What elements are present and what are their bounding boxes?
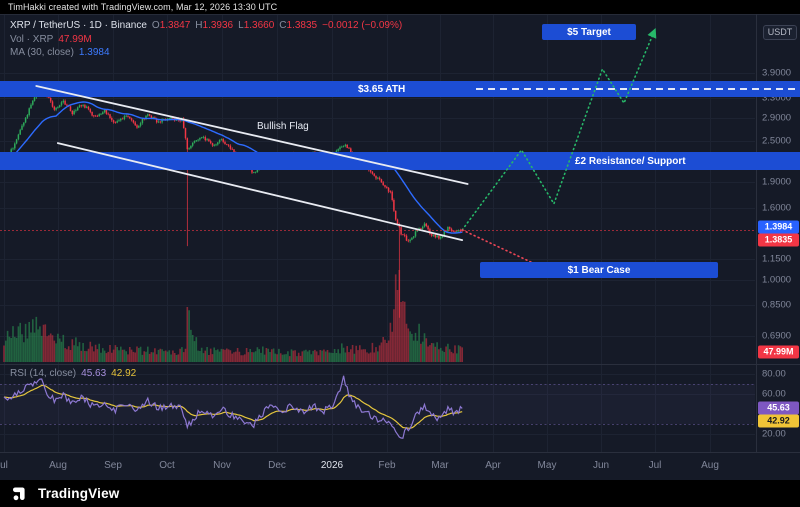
price-axis-label: 3.3000 <box>762 92 792 104</box>
symbol-title[interactable]: XRP / TetherUS · 1D · Binance <box>10 20 147 31</box>
time-axis-label: Aug <box>701 460 719 471</box>
target-label[interactable]: $5 Target <box>542 24 636 40</box>
bear-case-label[interactable]: $1 Bear Case <box>480 262 718 278</box>
legend: XRP / TetherUS · 1D · Binance O1.3847 H1.3… <box>10 19 402 60</box>
ma-row[interactable]: MA (30, close) 1.3984 <box>10 46 402 60</box>
volume-value: 47.99M <box>58 33 92 45</box>
ath-banner-label: $3.65 ATH <box>358 83 406 95</box>
bullish-flag-label[interactable]: Bullish Flag <box>257 121 309 132</box>
change-value: −0.0012 (−0.09%) <box>322 20 403 31</box>
time-axis-label: Aug <box>49 460 67 471</box>
open-label: O <box>151 20 160 31</box>
time-axis-label: Sep <box>104 460 122 471</box>
volume-row[interactable]: Vol · XRP 47.99M <box>10 33 402 47</box>
price-axis-label: 1.6000 <box>762 202 792 214</box>
rsi-signal-badge: 42.92 <box>758 414 799 428</box>
rsi-value-badge: 45.63 <box>758 401 799 415</box>
ath-banner[interactable]: $3.65 ATH <box>0 81 800 97</box>
high-label: H <box>195 20 203 31</box>
ma-label: MA (30, close) <box>10 47 74 58</box>
time-axis-label: Nov <box>213 460 231 471</box>
resistance-banner[interactable]: £2 Resistance/ Support <box>0 152 800 170</box>
price-axis-label: 1.1500 <box>762 253 792 265</box>
price-axis-label: 0.8500 <box>762 299 792 311</box>
time-axis-label: Dec <box>268 460 286 471</box>
attribution-bar: TimHakki created with TradingView.com, M… <box>0 0 800 14</box>
last-price-badge: 1.3835 <box>758 233 799 247</box>
rsi-legend[interactable]: RSI (14, close) 45.63 42.92 <box>10 368 136 379</box>
close-label: C <box>279 20 287 31</box>
volume-label: Vol · XRP <box>10 33 54 45</box>
rsi-signal-value: 42.92 <box>111 368 137 379</box>
tradingview-wordmark[interactable]: TradingView <box>38 486 120 501</box>
time-axis-label: Apr <box>485 460 501 471</box>
time-axis-label: ul <box>0 460 8 471</box>
volume-badge: 47.99M <box>758 345 799 359</box>
time-axis-label: Jun <box>592 460 610 471</box>
price-axis-label: 3.9000 <box>762 67 792 79</box>
time-axis-label: 2026 <box>320 460 344 471</box>
price-axis-label: 20.00 <box>762 428 786 440</box>
symbol-summary-row[interactable]: XRP / TetherUS · 1D · Binance O1.3847 H1.3… <box>10 19 402 33</box>
rsi-value: 45.63 <box>81 368 107 379</box>
time-axis-label: Jul <box>648 460 662 471</box>
time-axis-label: Mar <box>431 460 449 471</box>
close-value: 1.3835 <box>286 20 318 31</box>
price-axis-label: 1.0000 <box>762 274 792 286</box>
footer-bar: TradingView <box>0 480 800 507</box>
low-value: 1.3660 <box>243 20 275 31</box>
time-axis-label: Oct <box>159 460 175 471</box>
price-axis-label: 60.00 <box>762 388 786 400</box>
time-axis[interactable]: ul Aug Sep Oct Nov Dec 2026 Feb Mar Apr May Jun Jul A… <box>0 452 800 480</box>
price-axis-label: 2.9000 <box>762 112 792 124</box>
price-axis-label: 0.6900 <box>762 330 792 342</box>
low-label: L <box>238 20 244 31</box>
price-axis-label: 2.5000 <box>762 135 792 147</box>
high-value: 1.3936 <box>202 20 234 31</box>
rsi-label: RSI (14, close) <box>10 368 77 379</box>
price-axis-label: 80.00 <box>762 368 786 380</box>
price-axis[interactable]: USDT 3.9000 3.3000 2.9000 2.5000 1.9000 1.600… <box>756 14 800 452</box>
tradingview-logo-icon[interactable] <box>12 484 31 503</box>
time-axis-label: May <box>537 460 557 471</box>
ma-value: 1.3984 <box>78 47 110 58</box>
open-value: 1.3847 <box>159 20 191 31</box>
ma-price-badge: 1.3984 <box>758 220 799 234</box>
price-axis-label: 1.9000 <box>762 176 792 188</box>
time-axis-label: Feb <box>378 460 396 471</box>
currency-label[interactable]: USDT <box>763 25 797 40</box>
resistance-banner-label: £2 Resistance/ Support <box>575 155 686 167</box>
